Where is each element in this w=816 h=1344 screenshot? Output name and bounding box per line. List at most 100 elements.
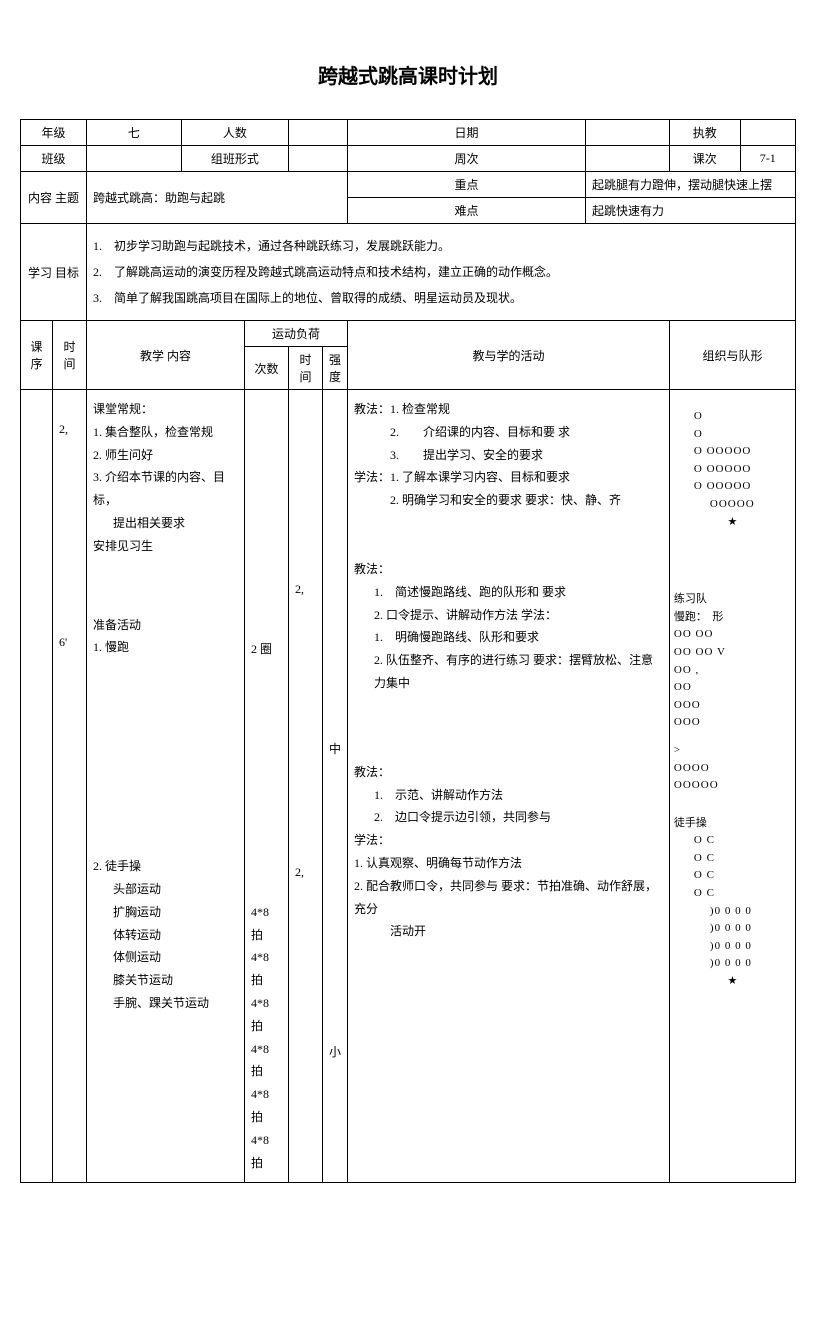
page-title: 跨越式跳高课时计划 (20, 60, 796, 89)
f1d: O OOOOO (674, 461, 791, 479)
f3t: 徒手操 (674, 815, 791, 833)
routine-3: 3. 介绍本节课的内容、目标， (93, 466, 238, 512)
date-value (586, 120, 670, 146)
routine-heading: 课堂常规： (93, 398, 238, 421)
act-a1: 教法：1. 检查常规 (354, 398, 663, 421)
goal-1: 1. 初步学习助跑与起跳技术，通过各种跳跃练习，发展跳跃能力。 (93, 234, 789, 258)
reps-3: 4*8 拍 (251, 946, 282, 992)
act-a5: 2. 明确学习和安全的要求 要求：快、静、齐 (354, 489, 663, 512)
lesson-value: 7-1 (740, 146, 796, 172)
f1c: O OOOOO (674, 443, 791, 461)
teacher-value (740, 120, 796, 146)
f2e: OOO (674, 697, 791, 715)
group-value (289, 146, 348, 172)
f3i: ★ (674, 973, 791, 991)
act-a4: 学法：1. 了解本课学习内容、目标和要求 (354, 466, 663, 489)
col-seq: 课 序 (21, 321, 53, 390)
col-load: 运动负荷 (245, 321, 348, 347)
teacher-label: 执教 (669, 120, 740, 146)
ex-twist: 体转运动 (93, 924, 238, 947)
goals-label: 学习 目标 (21, 224, 87, 321)
theme-label: 内容 主题 (21, 172, 87, 224)
f2f: OOO (674, 714, 791, 732)
activity-cell: 教法：1. 检查常规 2. 介绍课的内容、目标和要 求 3. 提出学习、安全的要… (348, 390, 670, 1183)
act-b2: 1. 简述慢跑路线、跑的队形和 要求 (354, 581, 663, 604)
formation-cell: O O O OOOOO O OOOOO O OOOOO OOOOO ★ 练习队 … (669, 390, 795, 1183)
col-intensity: 强度 (323, 347, 348, 390)
f2h: OOOO (674, 760, 791, 778)
routine-2: 2. 师生问好 (93, 444, 238, 467)
f3g: )0 0 0 0 (674, 938, 791, 956)
routine-4: 安排见习生 (93, 535, 238, 558)
time-1: 2, (59, 418, 80, 441)
col-content: 教学 内容 (87, 321, 245, 390)
prep-2: 2. 徒手操 (93, 855, 238, 878)
f1g: ★ (674, 514, 791, 532)
week-value (586, 146, 670, 172)
ex-knee: 膝关节运动 (93, 969, 238, 992)
goal-2: 2. 了解跳高运动的演变历程及跨越式跳高运动特点和技术结构，建立正确的动作概念。 (93, 260, 789, 284)
dur-cell: 2, 2, (289, 390, 323, 1183)
act-c3: 2. 边口令提示边引领，共同参与 (354, 806, 663, 829)
f2t2: 慢跑： 形 (674, 609, 791, 627)
act-b1: 教法： (354, 558, 663, 581)
ex-chest: 扩胸运动 (93, 901, 238, 924)
act-b4: 1. 明确慢跑路线、队形和要求 (354, 626, 663, 649)
f3h: )0 0 0 0 (674, 955, 791, 973)
date-label: 日期 (348, 120, 586, 146)
f2d: OO (674, 679, 791, 697)
ex-side: 体侧运动 (93, 946, 238, 969)
f1e: O OOOOO (674, 478, 791, 496)
lesson-label: 课次 (669, 146, 740, 172)
prep-heading: 准备活动 (93, 614, 238, 637)
intensity-1: 中 (329, 738, 341, 761)
group-label: 组班形式 (181, 146, 288, 172)
f3f: )0 0 0 0 (674, 920, 791, 938)
reps-5: 4*8 拍 (251, 1038, 282, 1084)
week-label: 周次 (348, 146, 586, 172)
act-c1: 教法： (354, 761, 663, 784)
class-label: 班级 (21, 146, 87, 172)
f2c: OO , (674, 662, 791, 680)
f2b: OO OO V (674, 644, 791, 662)
ex-wrist: 手腕、踝关节运动 (93, 992, 238, 1015)
f3b: O C (674, 850, 791, 868)
reps-1: 2 圈 (251, 638, 282, 661)
dur-2: 2, (295, 861, 316, 884)
act-b5: 2. 队伍整齐、有序的进行练习 要求：摆臂放松、注意力集中 (354, 649, 663, 695)
act-c2: 1. 示范、讲解动作方法 (354, 784, 663, 807)
grade-value: 七 (87, 120, 182, 146)
goals-cell: 1. 初步学习助跑与起跳技术，通过各种跳跃练习，发展跳跃能力。 2. 了解跳高运… (87, 224, 796, 321)
content-cell: 课堂常规： 1. 集合整队，检查常规 2. 师生问好 3. 介绍本节课的内容、目… (87, 390, 245, 1183)
f3d: O C (674, 885, 791, 903)
reps-cell: 2 圈 4*8 拍 4*8 拍 4*8 拍 4*8 拍 4*8 拍 4*8 拍 (245, 390, 289, 1183)
f1a: O (674, 408, 791, 426)
act-a2: 2. 介绍课的内容、目标和要 求 (354, 421, 663, 444)
diff-label: 难点 (348, 198, 586, 224)
f2t: 练习队 (674, 591, 791, 609)
col-dur: 时 间 (289, 347, 323, 390)
count-value (289, 120, 348, 146)
act-b3: 2. 口令提示、讲解动作方法 学法： (354, 604, 663, 627)
dur-1: 2, (295, 578, 316, 601)
prep-1: 1. 慢跑 (93, 636, 238, 659)
act-c4: 学法： (354, 829, 663, 852)
count-label: 人数 (181, 120, 288, 146)
ex-head: 头部运动 (93, 878, 238, 901)
grade-label: 年级 (21, 120, 87, 146)
col-formation: 组织与队形 (669, 321, 795, 390)
goal-3: 3. 简单了解我国跳高项目在国际上的地位、曾取得的成绩、明星运动员及现状。 (93, 286, 789, 310)
time-2: 6' (59, 631, 80, 654)
intensity-2: 小 (329, 1041, 341, 1064)
f3a: O C (674, 832, 791, 850)
reps-2: 4*8 拍 (251, 901, 282, 947)
theme-text: 跨越式跳高：助跑与起跳 (87, 172, 348, 224)
act-c7: 活动开 (354, 920, 663, 943)
time-cell: 2, 6' (53, 390, 87, 1183)
lesson-plan-table: 年级 七 人数 日期 执教 班级 组班形式 周次 课次 7-1 内容 主题 跨越… (20, 119, 796, 1183)
act-c6: 2. 配合教师口令，共同参与 要求：节拍准确、动作舒展，充分 (354, 875, 663, 921)
reps-7: 4*8 拍 (251, 1129, 282, 1175)
act-c5: 1. 认真观察、明确每节动作方法 (354, 852, 663, 875)
f2g: > (674, 742, 791, 760)
f1f: OOOOO (674, 496, 791, 514)
